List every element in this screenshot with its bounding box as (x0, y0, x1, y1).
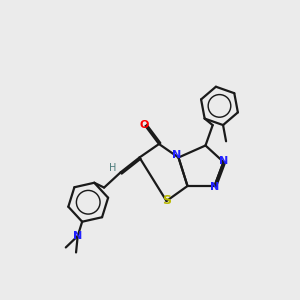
Text: O: O (139, 119, 149, 130)
Text: S: S (162, 194, 171, 208)
Text: N: N (172, 150, 182, 160)
Text: H: H (110, 163, 117, 173)
Text: N: N (73, 231, 82, 241)
Text: N: N (211, 182, 220, 193)
Text: N: N (220, 156, 229, 166)
